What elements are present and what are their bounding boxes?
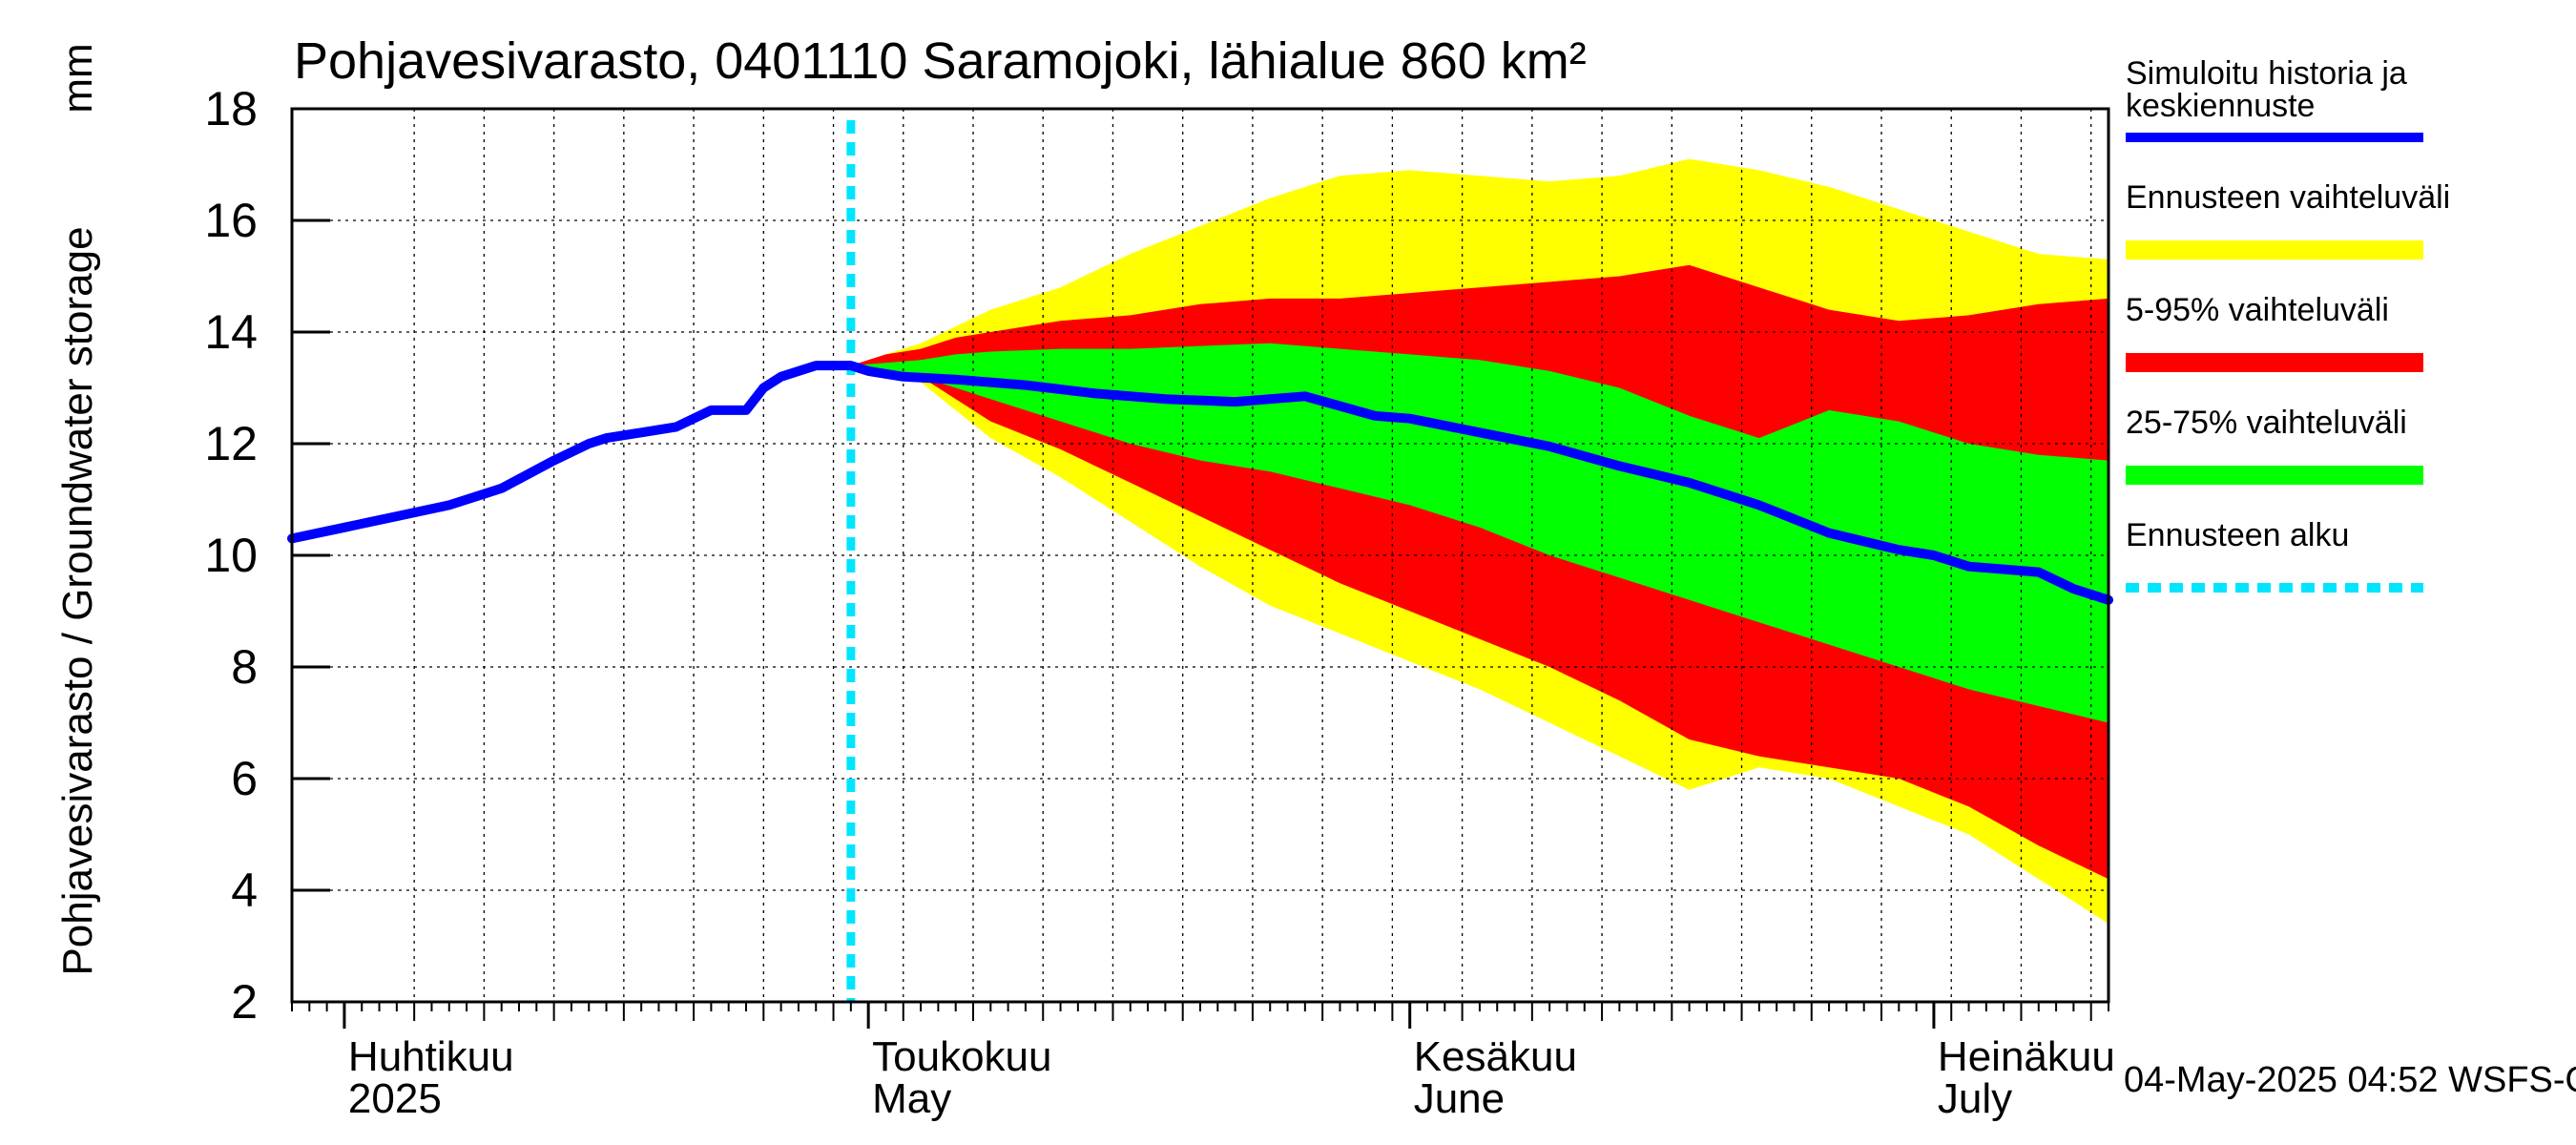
mean-point	[1161, 395, 1170, 404]
mean-point	[777, 372, 785, 381]
mean-point	[759, 384, 768, 392]
y-tick-label: 18	[204, 82, 258, 135]
legend-label: Simuloitu historia ja	[2126, 55, 2407, 92]
footer-timestamp: 04-May-2025 04:52 WSFS-O	[2124, 1060, 2576, 1100]
mean-point	[899, 372, 907, 381]
chart-title: Pohjavesivarasto, 0401110 Saramojoki, lä…	[294, 32, 1587, 90]
legend-swatch	[2126, 466, 2423, 485]
legend-swatch	[2126, 353, 2423, 372]
mean-point	[2000, 565, 2008, 573]
mean-point	[742, 406, 750, 414]
x-month-label-en: May	[872, 1075, 951, 1122]
mean-point	[2069, 585, 2078, 593]
band-3	[850, 343, 2109, 723]
y-axis-label: Pohjavesivarasto / Groundwater storage	[54, 226, 101, 975]
legend-label: Ennusteen alku	[2126, 517, 2349, 553]
x-month-label-fi: Kesäkuu	[1414, 1033, 1577, 1080]
x-month-label-fi: Huhtikuu	[348, 1033, 514, 1080]
mean-point	[1021, 381, 1029, 389]
mean-point	[1300, 392, 1309, 401]
y-tick-label: 16	[204, 194, 258, 247]
mean-point	[1091, 389, 1100, 398]
x-month-label-en: June	[1414, 1075, 1505, 1122]
legend-label: Ennusteen vaihteluväli	[2126, 179, 2450, 216]
mean-point	[864, 366, 873, 375]
mean-point	[829, 362, 838, 370]
x-month-label-fi: Heinäkuu	[1938, 1033, 2115, 1080]
mean-point	[1405, 414, 1414, 423]
mean-point	[1895, 546, 1903, 554]
y-tick-label: 10	[204, 529, 258, 582]
y-axis-unit: mm	[54, 43, 101, 113]
mean-point	[1964, 562, 1973, 571]
forecast-bands	[850, 158, 2109, 925]
y-tick-label: 2	[231, 975, 258, 1029]
x-month-label-en: July	[1938, 1075, 2012, 1122]
mean-point	[445, 501, 453, 510]
mean-point	[846, 362, 855, 370]
legend-label: 5-95% vaihteluväli	[2126, 292, 2389, 328]
legend-label: 25-75% vaihteluväli	[2126, 405, 2407, 441]
legend-label-2: keskiennuste	[2126, 88, 2315, 124]
mean-point	[1231, 398, 1239, 406]
mean-point	[1755, 501, 1763, 510]
legend-swatch	[2126, 240, 2423, 260]
mean-point	[340, 523, 348, 531]
y-tick-label: 12	[204, 417, 258, 470]
mean-point	[2034, 568, 2043, 576]
y-tick-label: 8	[231, 640, 258, 694]
mean-point	[1546, 442, 1554, 450]
mean-point	[392, 512, 401, 521]
y-tick-label: 4	[231, 864, 258, 917]
mean-point	[585, 440, 593, 448]
mean-point	[1825, 529, 1834, 537]
mean-point	[550, 456, 558, 465]
mean-point	[602, 434, 611, 443]
mean-point	[812, 362, 821, 370]
mean-point	[1475, 428, 1484, 437]
y-tick-label: 6	[231, 752, 258, 805]
mean-point	[1615, 462, 1624, 470]
mean-point	[1929, 552, 1938, 559]
mean-point	[1685, 478, 1693, 487]
x-month-label-fi: Toukokuu	[872, 1033, 1051, 1080]
mean-point	[707, 406, 716, 414]
grid	[292, 109, 2109, 1002]
mean-point	[1371, 411, 1380, 420]
mean-point	[951, 375, 960, 384]
mean-point	[1859, 537, 1868, 546]
mean-point	[637, 428, 646, 437]
mean-point	[497, 484, 506, 492]
mean-point	[672, 423, 680, 431]
x-month-label-en: 2025	[348, 1075, 442, 1122]
y-tick-label: 14	[204, 305, 258, 359]
data-marks	[287, 120, 2113, 1002]
